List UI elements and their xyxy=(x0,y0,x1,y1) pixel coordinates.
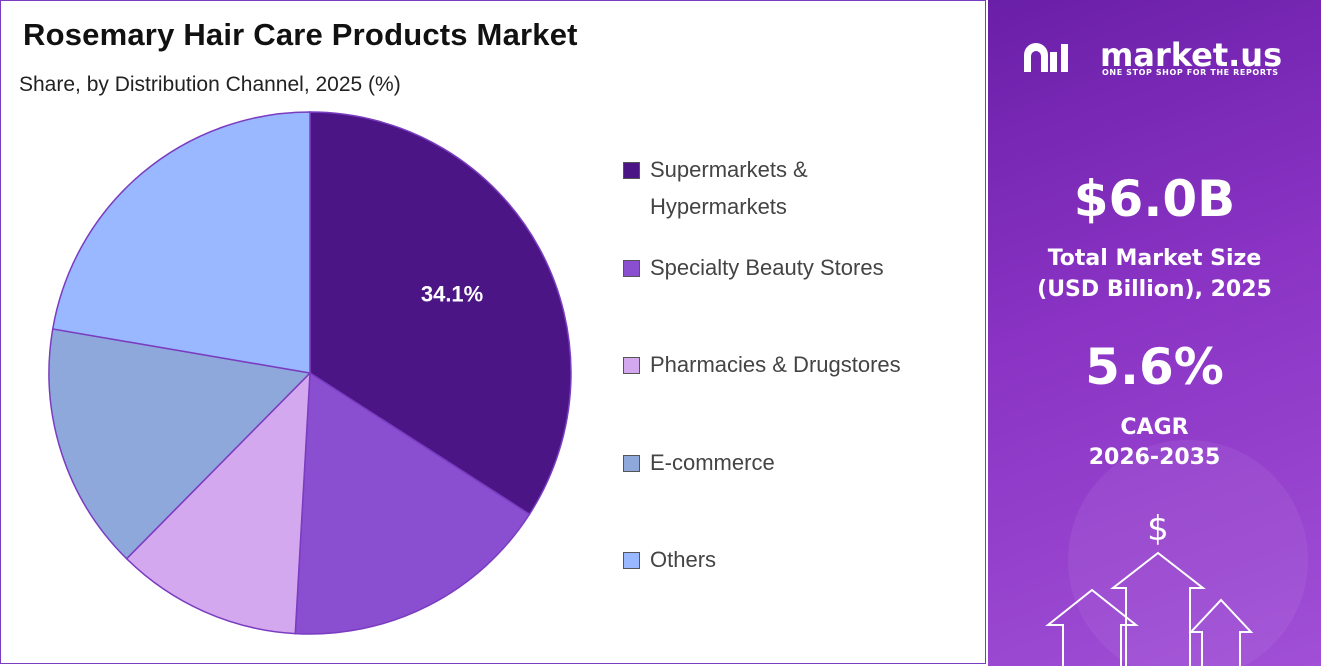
svg-text:$: $ xyxy=(1147,509,1169,549)
legend-swatch xyxy=(623,260,640,277)
legend-swatch xyxy=(623,162,640,179)
cagr-value: 5.6% xyxy=(1085,338,1224,396)
legend-item: Supermarkets & Hypermarkets xyxy=(623,151,950,225)
tagline: ONE STOP SHOP FOR THE REPORTS xyxy=(1102,68,1279,77)
pie-slice xyxy=(309,111,572,516)
pie-chart: 34.1% xyxy=(48,111,572,635)
legend-swatch xyxy=(623,357,640,374)
legend-item: Pharmacies & Drugstores xyxy=(623,346,950,383)
chart-title: Rosemary Hair Care Products Market xyxy=(23,17,578,52)
chart-panel: Rosemary Hair Care Products Market Share… xyxy=(0,0,986,664)
pie-slice xyxy=(294,371,531,635)
legend-label: Others xyxy=(650,547,717,572)
legend-label: Supermarkets & Hypermarkets xyxy=(650,157,808,219)
legend-item: Specialty Beauty Stores xyxy=(623,249,950,286)
decoration: $ xyxy=(1024,43,1308,666)
legend-swatch xyxy=(623,455,640,472)
data-label: 34.1% xyxy=(421,281,483,306)
cagr-label: CAGR xyxy=(1120,415,1189,440)
pie-slice xyxy=(51,111,311,374)
pie-slice xyxy=(125,371,311,635)
legend-label: Pharmacies & Drugstores xyxy=(650,352,901,377)
side-panel: $ market.us ONE STOP SHOP FOR THE REPORT… xyxy=(988,0,1321,666)
legend-swatch xyxy=(623,552,640,569)
legend-label: Specialty Beauty Stores xyxy=(650,255,884,280)
legend-item: Others xyxy=(623,541,950,578)
legend-item: E-commerce xyxy=(623,444,950,481)
brand: market.us xyxy=(1100,36,1283,74)
legend-label: E-commerce xyxy=(650,450,775,475)
chart-subtitle: Share, by Distribution Channel, 2025 (%) xyxy=(19,73,401,96)
cagr-period: 2026-2035 xyxy=(1088,445,1221,470)
pie-slice xyxy=(48,328,312,560)
market-size: $6.0B xyxy=(1073,170,1236,228)
market-size-label: Total Market Size (USD Billion), 2025 xyxy=(1037,246,1272,302)
